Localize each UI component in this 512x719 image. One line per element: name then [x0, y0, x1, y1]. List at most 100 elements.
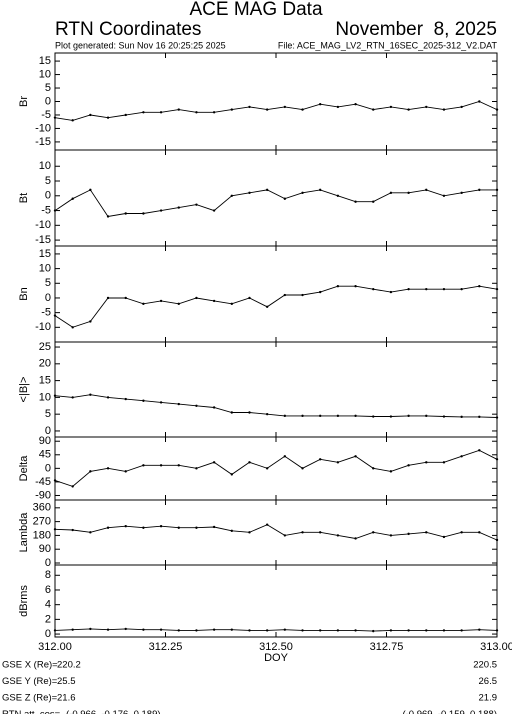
data-point	[142, 111, 145, 114]
data-point	[460, 287, 463, 291]
data-point	[212, 299, 216, 303]
data-point	[230, 411, 233, 414]
data-point	[53, 629, 57, 632]
data-point	[372, 467, 375, 470]
data-point	[106, 296, 110, 300]
data-point	[372, 108, 375, 111]
data-point	[124, 113, 127, 117]
data-point	[283, 628, 287, 631]
y-tick-label: 2	[45, 613, 51, 625]
data-point	[407, 532, 410, 536]
panel-frame	[54, 341, 498, 438]
data-line	[54, 189, 497, 217]
coordinates: RTN Coordinates	[55, 19, 201, 40]
data-point	[354, 455, 357, 458]
data-point	[336, 534, 340, 537]
data-point	[89, 188, 92, 192]
data-point	[71, 528, 74, 532]
y-tick-label: 5	[45, 277, 51, 289]
data-point	[354, 414, 357, 418]
data-point	[442, 287, 446, 291]
data-point	[53, 314, 57, 317]
panel-frame	[54, 564, 498, 638]
data-point	[372, 200, 375, 203]
data-point	[372, 629, 375, 633]
data-point	[159, 209, 163, 212]
data-point	[407, 464, 410, 467]
data-point	[89, 470, 92, 473]
y-tick-label: -5	[41, 109, 51, 121]
footer-label: GSE X (Re)=	[2, 660, 58, 671]
data-point	[442, 108, 446, 111]
data-point	[106, 467, 110, 470]
data-point	[319, 458, 322, 461]
data-point	[265, 108, 269, 111]
data-point	[354, 537, 357, 540]
data-point	[407, 414, 410, 418]
data-point	[301, 531, 304, 534]
footer-end: 26.5	[479, 676, 498, 687]
data-point	[407, 191, 410, 195]
data-point	[53, 528, 57, 531]
y-tick-label: -10	[35, 122, 51, 134]
y-tick-label: 10	[39, 68, 51, 80]
data-point	[248, 411, 251, 414]
y-tick-label: 0	[45, 628, 51, 640]
x-axis-label: DOY	[264, 652, 289, 664]
data-point	[89, 113, 92, 117]
y-tick-label: -10	[35, 219, 51, 231]
data-point	[301, 293, 304, 297]
data-point	[212, 209, 216, 212]
data-point	[124, 397, 127, 401]
y-tick-label: 10	[39, 263, 51, 275]
data-point	[283, 105, 287, 109]
data-point	[301, 629, 304, 632]
data-point	[248, 461, 251, 464]
y-tick-label: 5	[45, 82, 51, 94]
footer-end: 21.9	[479, 693, 498, 704]
y-tick-label: 180	[33, 529, 51, 541]
data-point	[460, 191, 463, 195]
data-point	[495, 416, 499, 419]
y-tick-label: -45	[35, 476, 51, 488]
data-point	[478, 285, 481, 288]
data-line	[54, 628, 498, 632]
data-point	[177, 402, 180, 406]
data-point	[372, 287, 375, 291]
data-point	[53, 116, 57, 119]
data-point	[106, 628, 110, 631]
y-tick-label: 20	[39, 358, 51, 370]
footer-label: GSE Y (Re)=	[2, 676, 58, 687]
data-point	[212, 406, 216, 409]
data-point	[442, 461, 446, 464]
data-point	[142, 399, 145, 402]
data-point	[336, 461, 340, 464]
data-point	[425, 105, 428, 109]
data-point	[319, 290, 322, 294]
data-point	[319, 188, 322, 192]
x-tick-label: 312.75	[370, 641, 404, 653]
y-tick-label: 4	[45, 599, 51, 611]
data-point	[142, 526, 145, 529]
panel-frame	[54, 149, 498, 247]
data-point	[195, 629, 198, 632]
data-point	[407, 287, 410, 291]
data-point	[265, 467, 269, 470]
y-tick-label: 10	[39, 160, 51, 172]
footer-label: GSE Z (Re)=	[2, 693, 58, 704]
data-point	[142, 212, 145, 215]
data-point	[142, 302, 145, 306]
data-point	[71, 396, 74, 399]
data-point	[53, 394, 57, 397]
data-point	[159, 464, 163, 467]
date: November 8, 2025	[335, 19, 497, 40]
data-point	[283, 455, 287, 458]
data-point	[212, 525, 216, 529]
footer-start: 220.2	[57, 660, 81, 671]
data-point	[354, 200, 357, 203]
data-point	[389, 534, 393, 537]
data-point	[265, 305, 269, 308]
data-point	[336, 105, 340, 109]
y-tick-label: 360	[33, 502, 51, 514]
data-point	[425, 414, 428, 418]
